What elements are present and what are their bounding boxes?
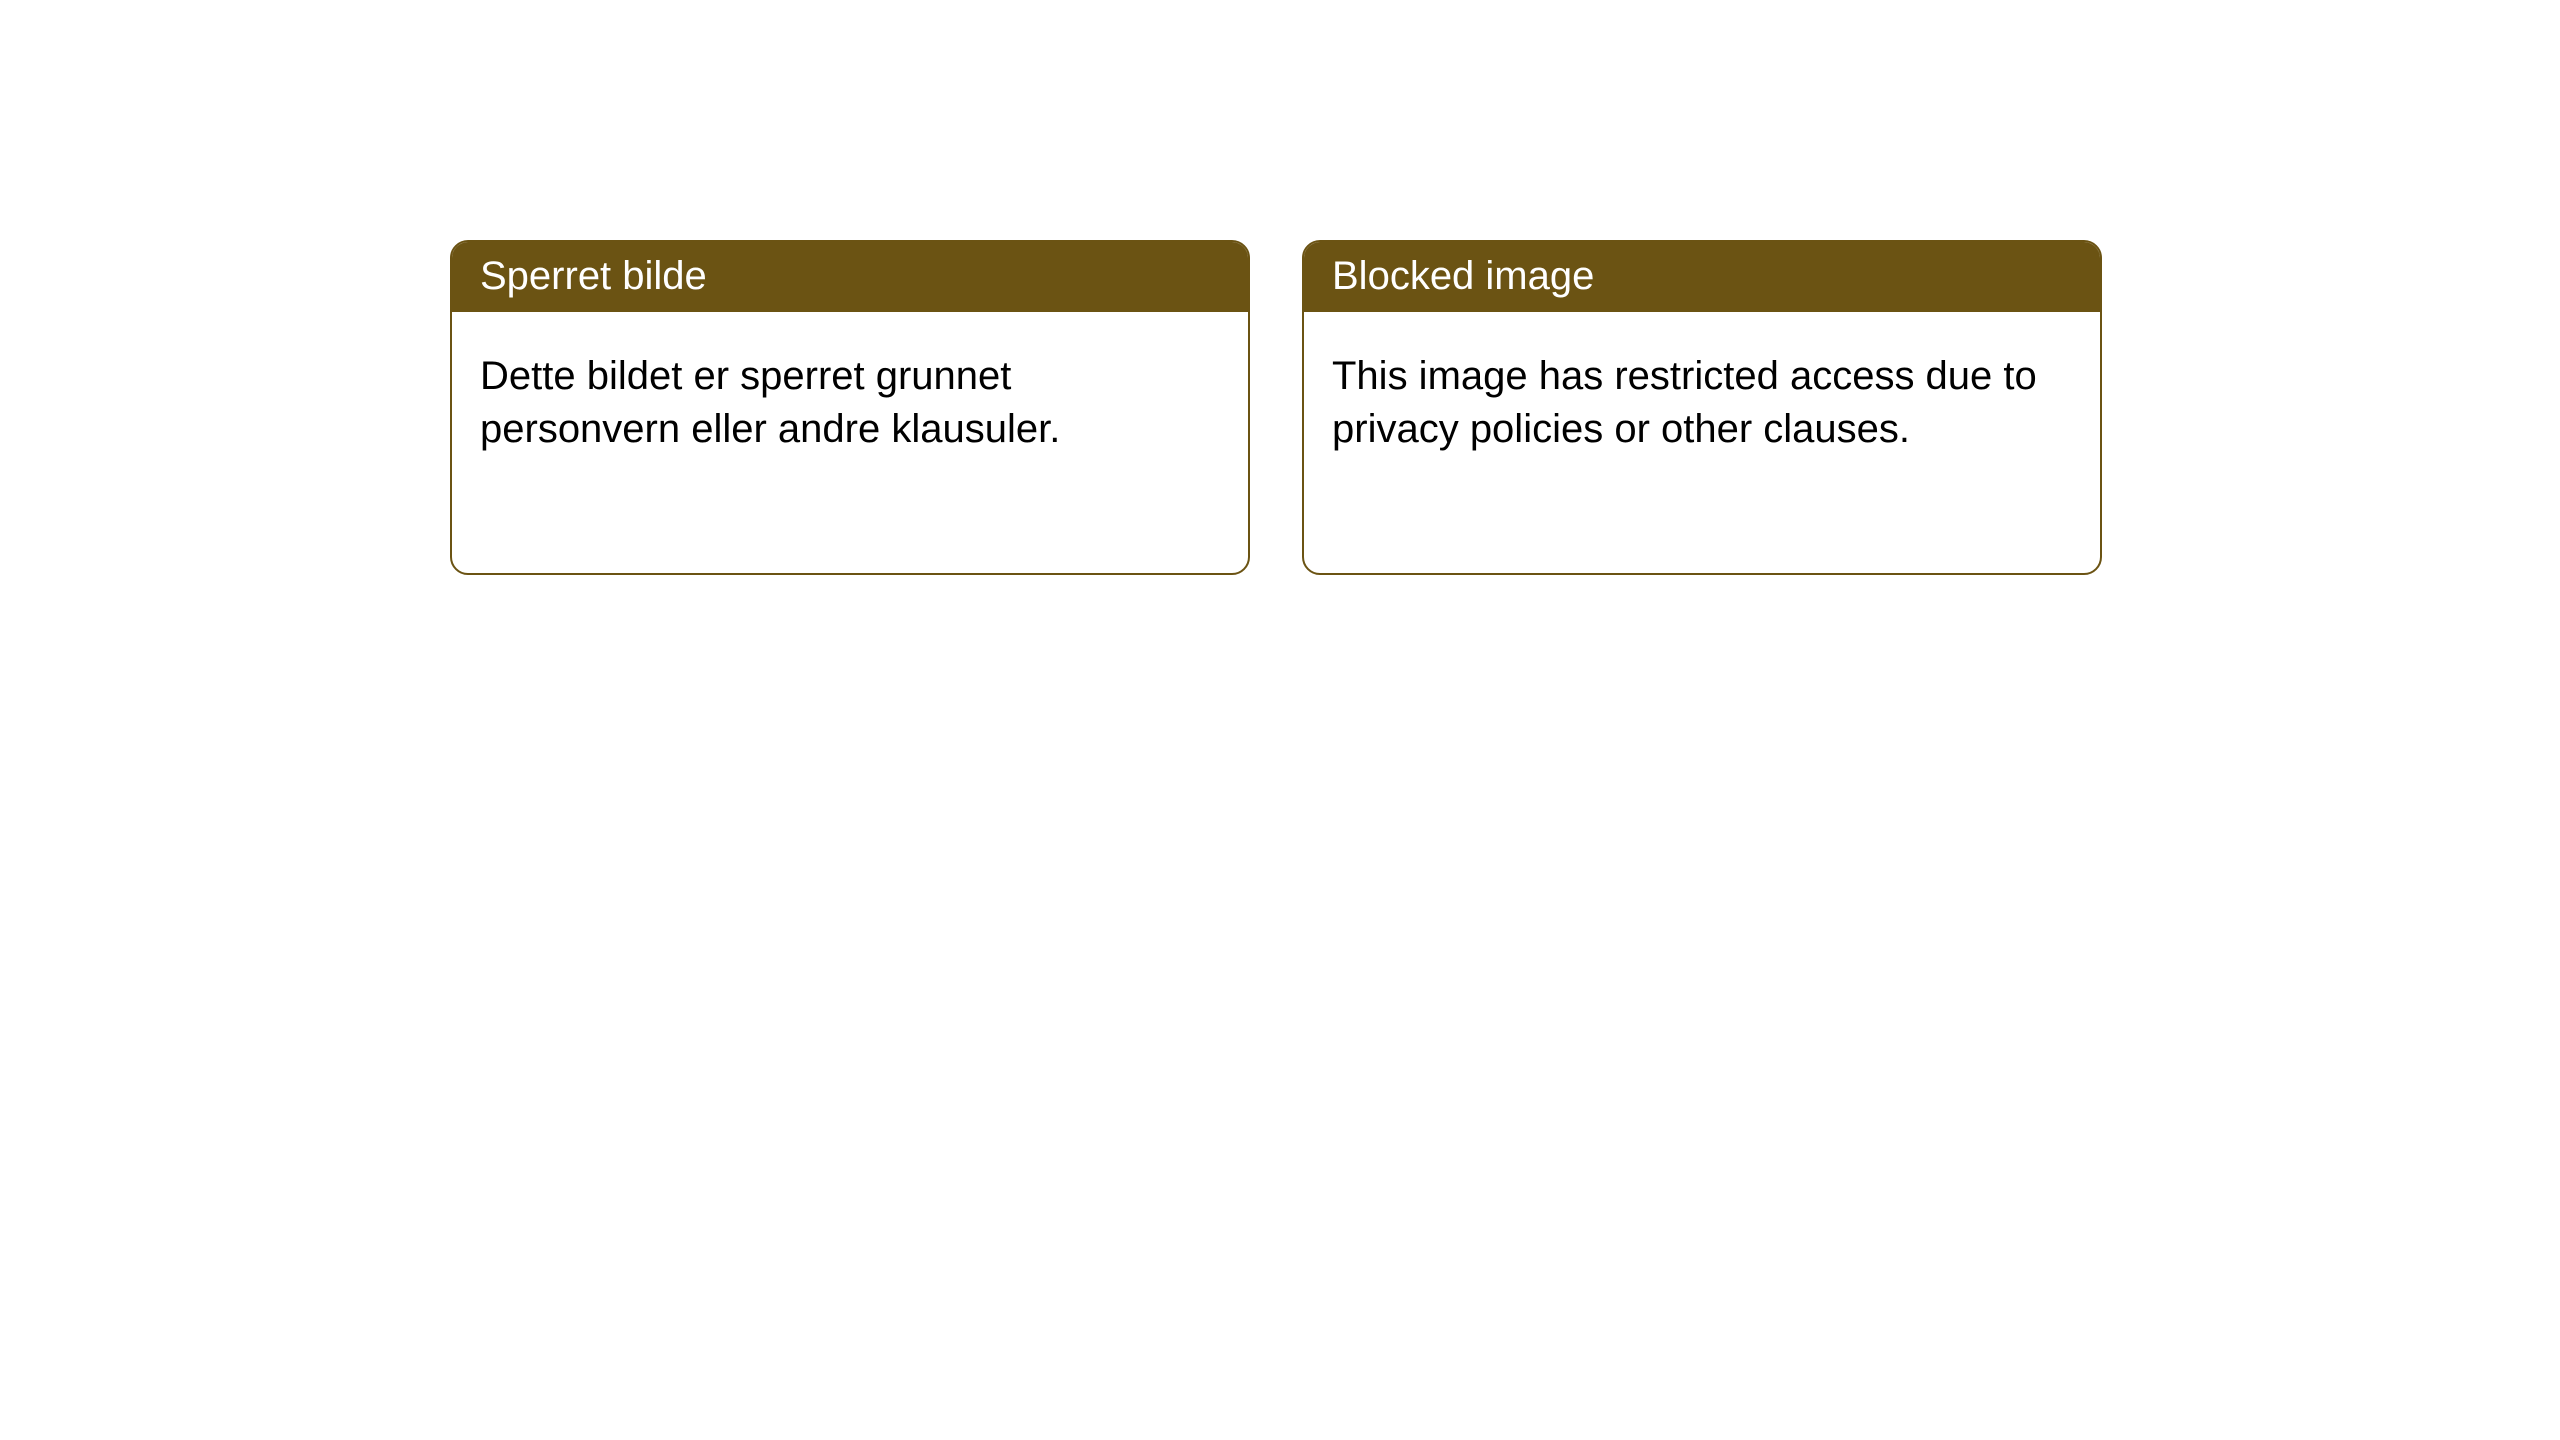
notice-card-title: Sperret bilde [452,242,1248,312]
notice-card-body: This image has restricted access due to … [1304,312,2100,484]
notice-card-title: Blocked image [1304,242,2100,312]
notice-card-body: Dette bildet er sperret grunnet personve… [452,312,1248,484]
notice-container: Sperret bilde Dette bildet er sperret gr… [0,0,2560,575]
notice-card-no: Sperret bilde Dette bildet er sperret gr… [450,240,1250,575]
notice-card-en: Blocked image This image has restricted … [1302,240,2102,575]
